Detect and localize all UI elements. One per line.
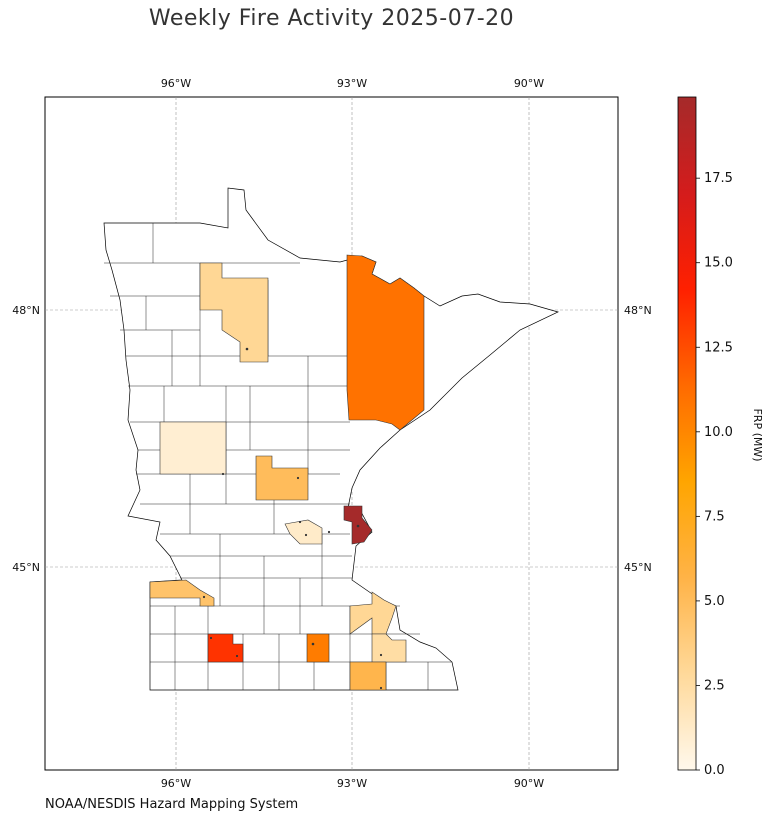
lat-ticks-right: 48°N 45°N [624, 304, 652, 574]
lon-ticks-top: 96°W 93°W 90°W [161, 77, 544, 90]
fire-detection-point [221, 472, 225, 476]
lon-tick-top: 90°W [514, 77, 544, 90]
lon-ticks-bottom: 96°W 93°W 90°W [161, 777, 544, 790]
county-lac-qui-parle-frp [149, 579, 215, 607]
colorbar-label: FRP (MW) [751, 408, 764, 461]
lon-tick-bottom: 90°W [514, 777, 544, 790]
fire-detection-point [235, 654, 239, 658]
fire-detection-point [304, 533, 308, 537]
lat-tick-right: 45°N [624, 561, 652, 574]
lat-tick-right: 48°N [624, 304, 652, 317]
map-title: Weekly Fire Activity 2025-07-20 [148, 6, 515, 31]
county-otter-tail-frp [159, 421, 227, 475]
colorbar-tick-label: 7.5 [704, 509, 725, 524]
county-watonwan-frp [207, 633, 244, 663]
county-freeborn-frp [349, 661, 387, 691]
colorbar-tick-label: 15.0 [704, 256, 733, 271]
fire-detection-point [245, 347, 249, 351]
lon-tick-top: 96°W [161, 77, 191, 90]
data-source: NOAA/NESDIS Hazard Mapping System [45, 797, 299, 812]
county-mcleod-frp [284, 519, 323, 545]
lon-tick-bottom: 93°W [337, 777, 367, 790]
county-steele-frp [306, 633, 330, 663]
fire-detection-point [296, 476, 300, 480]
colorbar-tick-label: 0.0 [704, 763, 725, 778]
county-st-louis-frp [346, 254, 425, 431]
fire-detection-point [202, 595, 206, 599]
colorbar-tick-label: 5.0 [704, 594, 725, 609]
colorbar-tick-label: 12.5 [704, 340, 733, 355]
fire-detection-point [311, 642, 315, 646]
fire-detection-point [356, 524, 360, 528]
lon-tick-top: 93°W [337, 77, 367, 90]
county-goodhue-frp [349, 591, 397, 635]
lat-ticks-left: 48°N 45°N [12, 304, 40, 574]
lat-tick-left: 48°N [12, 304, 40, 317]
fire-detection-point [379, 653, 383, 657]
colorbar-tick-label: 10.0 [704, 425, 733, 440]
fire-counties [149, 254, 425, 691]
fire-detection-point [209, 636, 213, 640]
colorbar-tick-label: 2.5 [704, 678, 725, 693]
lon-tick-bottom: 96°W [161, 777, 191, 790]
fire-detections [202, 347, 383, 690]
colorbar-tick-label: 17.5 [704, 171, 733, 186]
fire-detection-point [298, 520, 302, 524]
colorbar-ticks: 0.0 2.5 5.0 7.5 10.0 12.5 15.0 17.5 [696, 171, 733, 778]
county-crow-wing-frp [255, 455, 309, 501]
fire-detection-point [379, 686, 383, 690]
fire-detection-point [327, 530, 331, 534]
colorbar [677, 96, 697, 771]
county-northwest-frp [199, 262, 269, 363]
lat-tick-left: 45°N [12, 561, 40, 574]
